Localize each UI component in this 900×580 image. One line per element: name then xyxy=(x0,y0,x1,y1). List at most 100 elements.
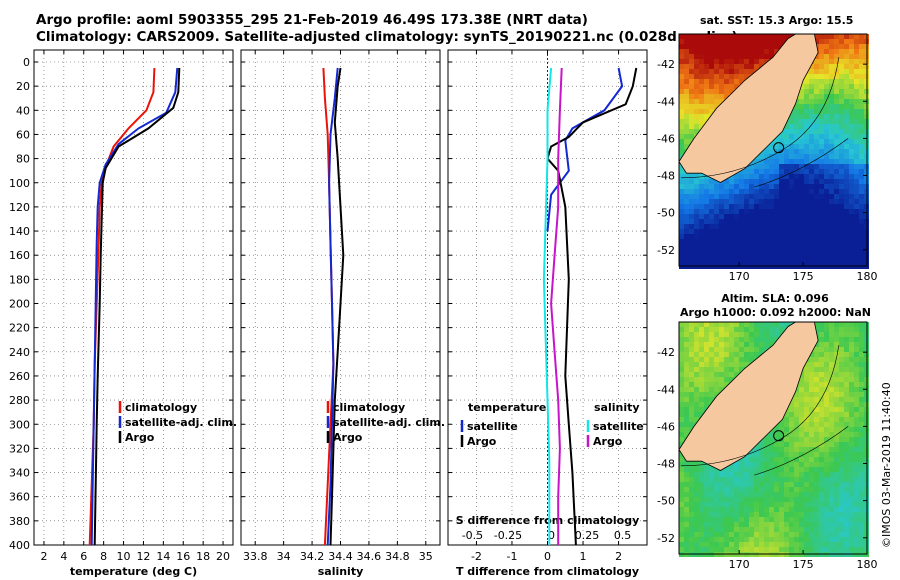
series-line xyxy=(546,67,624,232)
map-cell xyxy=(794,407,799,412)
map-cell xyxy=(844,64,849,69)
map-cell xyxy=(679,422,684,427)
map-cell xyxy=(739,472,744,477)
map-cell xyxy=(824,84,829,89)
map-cell xyxy=(859,34,864,39)
map-cell xyxy=(824,372,829,377)
map-cell xyxy=(714,179,719,184)
map-cell xyxy=(689,467,694,472)
map-cell xyxy=(854,532,859,537)
map-cell xyxy=(679,69,684,74)
map-cell xyxy=(719,204,724,209)
map-cell xyxy=(804,104,809,109)
map-cell xyxy=(689,259,694,264)
map-cell xyxy=(699,44,704,49)
map-cell xyxy=(819,84,824,89)
map-cell xyxy=(824,332,829,337)
map-cell xyxy=(754,194,759,199)
map-cell xyxy=(739,322,744,327)
map-cell xyxy=(759,472,764,477)
map-cell xyxy=(859,154,864,159)
map-cell xyxy=(849,149,854,154)
sst-map-title: sat. SST: 15.3 Argo: 15.5 xyxy=(700,14,854,27)
map-cell xyxy=(724,94,729,99)
map-cell xyxy=(854,94,859,99)
map-cell xyxy=(679,392,684,397)
map-cell xyxy=(814,417,819,422)
map-cell xyxy=(849,532,854,537)
map-cell xyxy=(684,49,689,54)
map-cell xyxy=(819,159,824,164)
map-cell xyxy=(679,377,684,382)
map-cell xyxy=(769,487,774,492)
map-cell xyxy=(849,542,854,547)
map-cell xyxy=(714,224,719,229)
map-cell xyxy=(694,119,699,124)
map-cell xyxy=(754,517,759,522)
map-cell xyxy=(854,457,859,462)
map-cell xyxy=(819,244,824,249)
map-cell xyxy=(739,527,744,532)
map-cell xyxy=(839,347,844,352)
map-cell xyxy=(819,219,824,224)
map-cell xyxy=(684,179,689,184)
map-cell xyxy=(834,94,839,99)
map-cell xyxy=(759,322,764,327)
map-cell xyxy=(844,522,849,527)
map-cell xyxy=(759,442,764,447)
map-cell xyxy=(839,94,844,99)
map-cell xyxy=(784,259,789,264)
map-cell xyxy=(749,342,754,347)
map-cell xyxy=(704,94,709,99)
map-cell xyxy=(739,547,744,552)
map-cell xyxy=(709,104,714,109)
map-cell xyxy=(744,224,749,229)
map-cell xyxy=(784,532,789,537)
map-cell xyxy=(814,254,819,259)
map-cell xyxy=(749,174,754,179)
map-cell xyxy=(819,472,824,477)
map-cell xyxy=(824,114,829,119)
map-cell xyxy=(839,432,844,437)
map-cell xyxy=(734,204,739,209)
map-cell xyxy=(709,54,714,59)
map-cell xyxy=(714,249,719,254)
map-cell xyxy=(824,327,829,332)
map-cell xyxy=(679,219,684,224)
map-cell xyxy=(814,342,819,347)
map-cell xyxy=(744,209,749,214)
map-cell xyxy=(734,482,739,487)
map-cell xyxy=(754,322,759,327)
map-cell xyxy=(729,342,734,347)
map-cell xyxy=(724,472,729,477)
map-cell xyxy=(789,199,794,204)
map-cell xyxy=(804,412,809,417)
map-cell xyxy=(694,199,699,204)
map-cell xyxy=(794,497,799,502)
map-cell xyxy=(794,397,799,402)
map-cell xyxy=(764,179,769,184)
map-cell xyxy=(849,254,854,259)
map-cell xyxy=(724,527,729,532)
map-cell xyxy=(734,174,739,179)
map-cell xyxy=(784,527,789,532)
map-cell xyxy=(699,239,704,244)
map-cell xyxy=(719,497,724,502)
map-cell xyxy=(834,129,839,134)
map-cell xyxy=(749,54,754,59)
map-cell xyxy=(679,194,684,199)
map-cell xyxy=(809,199,814,204)
map-cell xyxy=(794,154,799,159)
map-cell xyxy=(764,159,769,164)
map-cell xyxy=(729,79,734,84)
map-cell xyxy=(744,194,749,199)
map-cell xyxy=(719,482,724,487)
map-cell xyxy=(854,209,859,214)
map-cell xyxy=(849,229,854,234)
map-cell xyxy=(779,497,784,502)
map-cell xyxy=(839,144,844,149)
map-cell xyxy=(689,94,694,99)
map-cell xyxy=(679,229,684,234)
map-cell xyxy=(804,362,809,367)
map-cell xyxy=(709,387,714,392)
